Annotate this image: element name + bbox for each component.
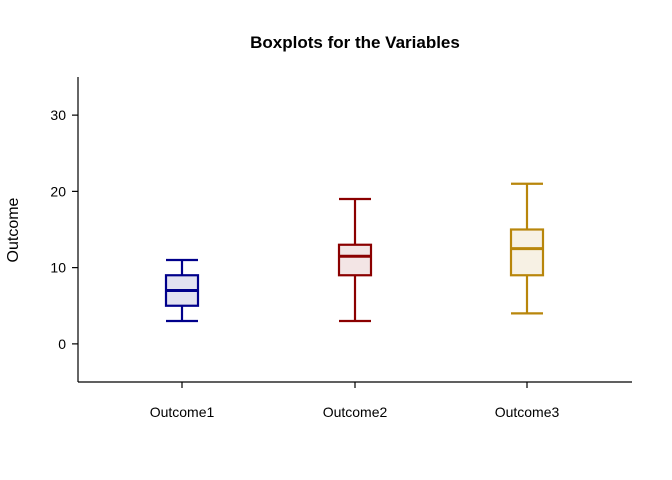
box-outcome3: [509, 182, 545, 315]
box-outcome1: [164, 258, 200, 323]
y-axis-ticks: 0 10 20 30: [50, 107, 78, 352]
iqr-box: [509, 228, 545, 277]
x-tick-label-1: Outcome2: [323, 404, 388, 420]
y-tick-label-2: 20: [50, 183, 66, 199]
x-tick-label-0: Outcome1: [150, 404, 215, 420]
x-tick-label-2: Outcome3: [495, 404, 560, 420]
x-axis-ticks: Outcome1 Outcome2 Outcome3: [150, 382, 560, 420]
boxes-group: [164, 182, 545, 323]
chart-title: Boxplots for the Variables: [250, 33, 460, 52]
y-tick-label-3: 30: [50, 107, 66, 123]
y-tick-label-1: 10: [50, 260, 66, 276]
y-tick-label-0: 0: [58, 336, 66, 352]
y-axis-label: Outcome: [5, 197, 22, 262]
iqr-box: [337, 243, 373, 277]
box-outcome2: [337, 197, 373, 323]
